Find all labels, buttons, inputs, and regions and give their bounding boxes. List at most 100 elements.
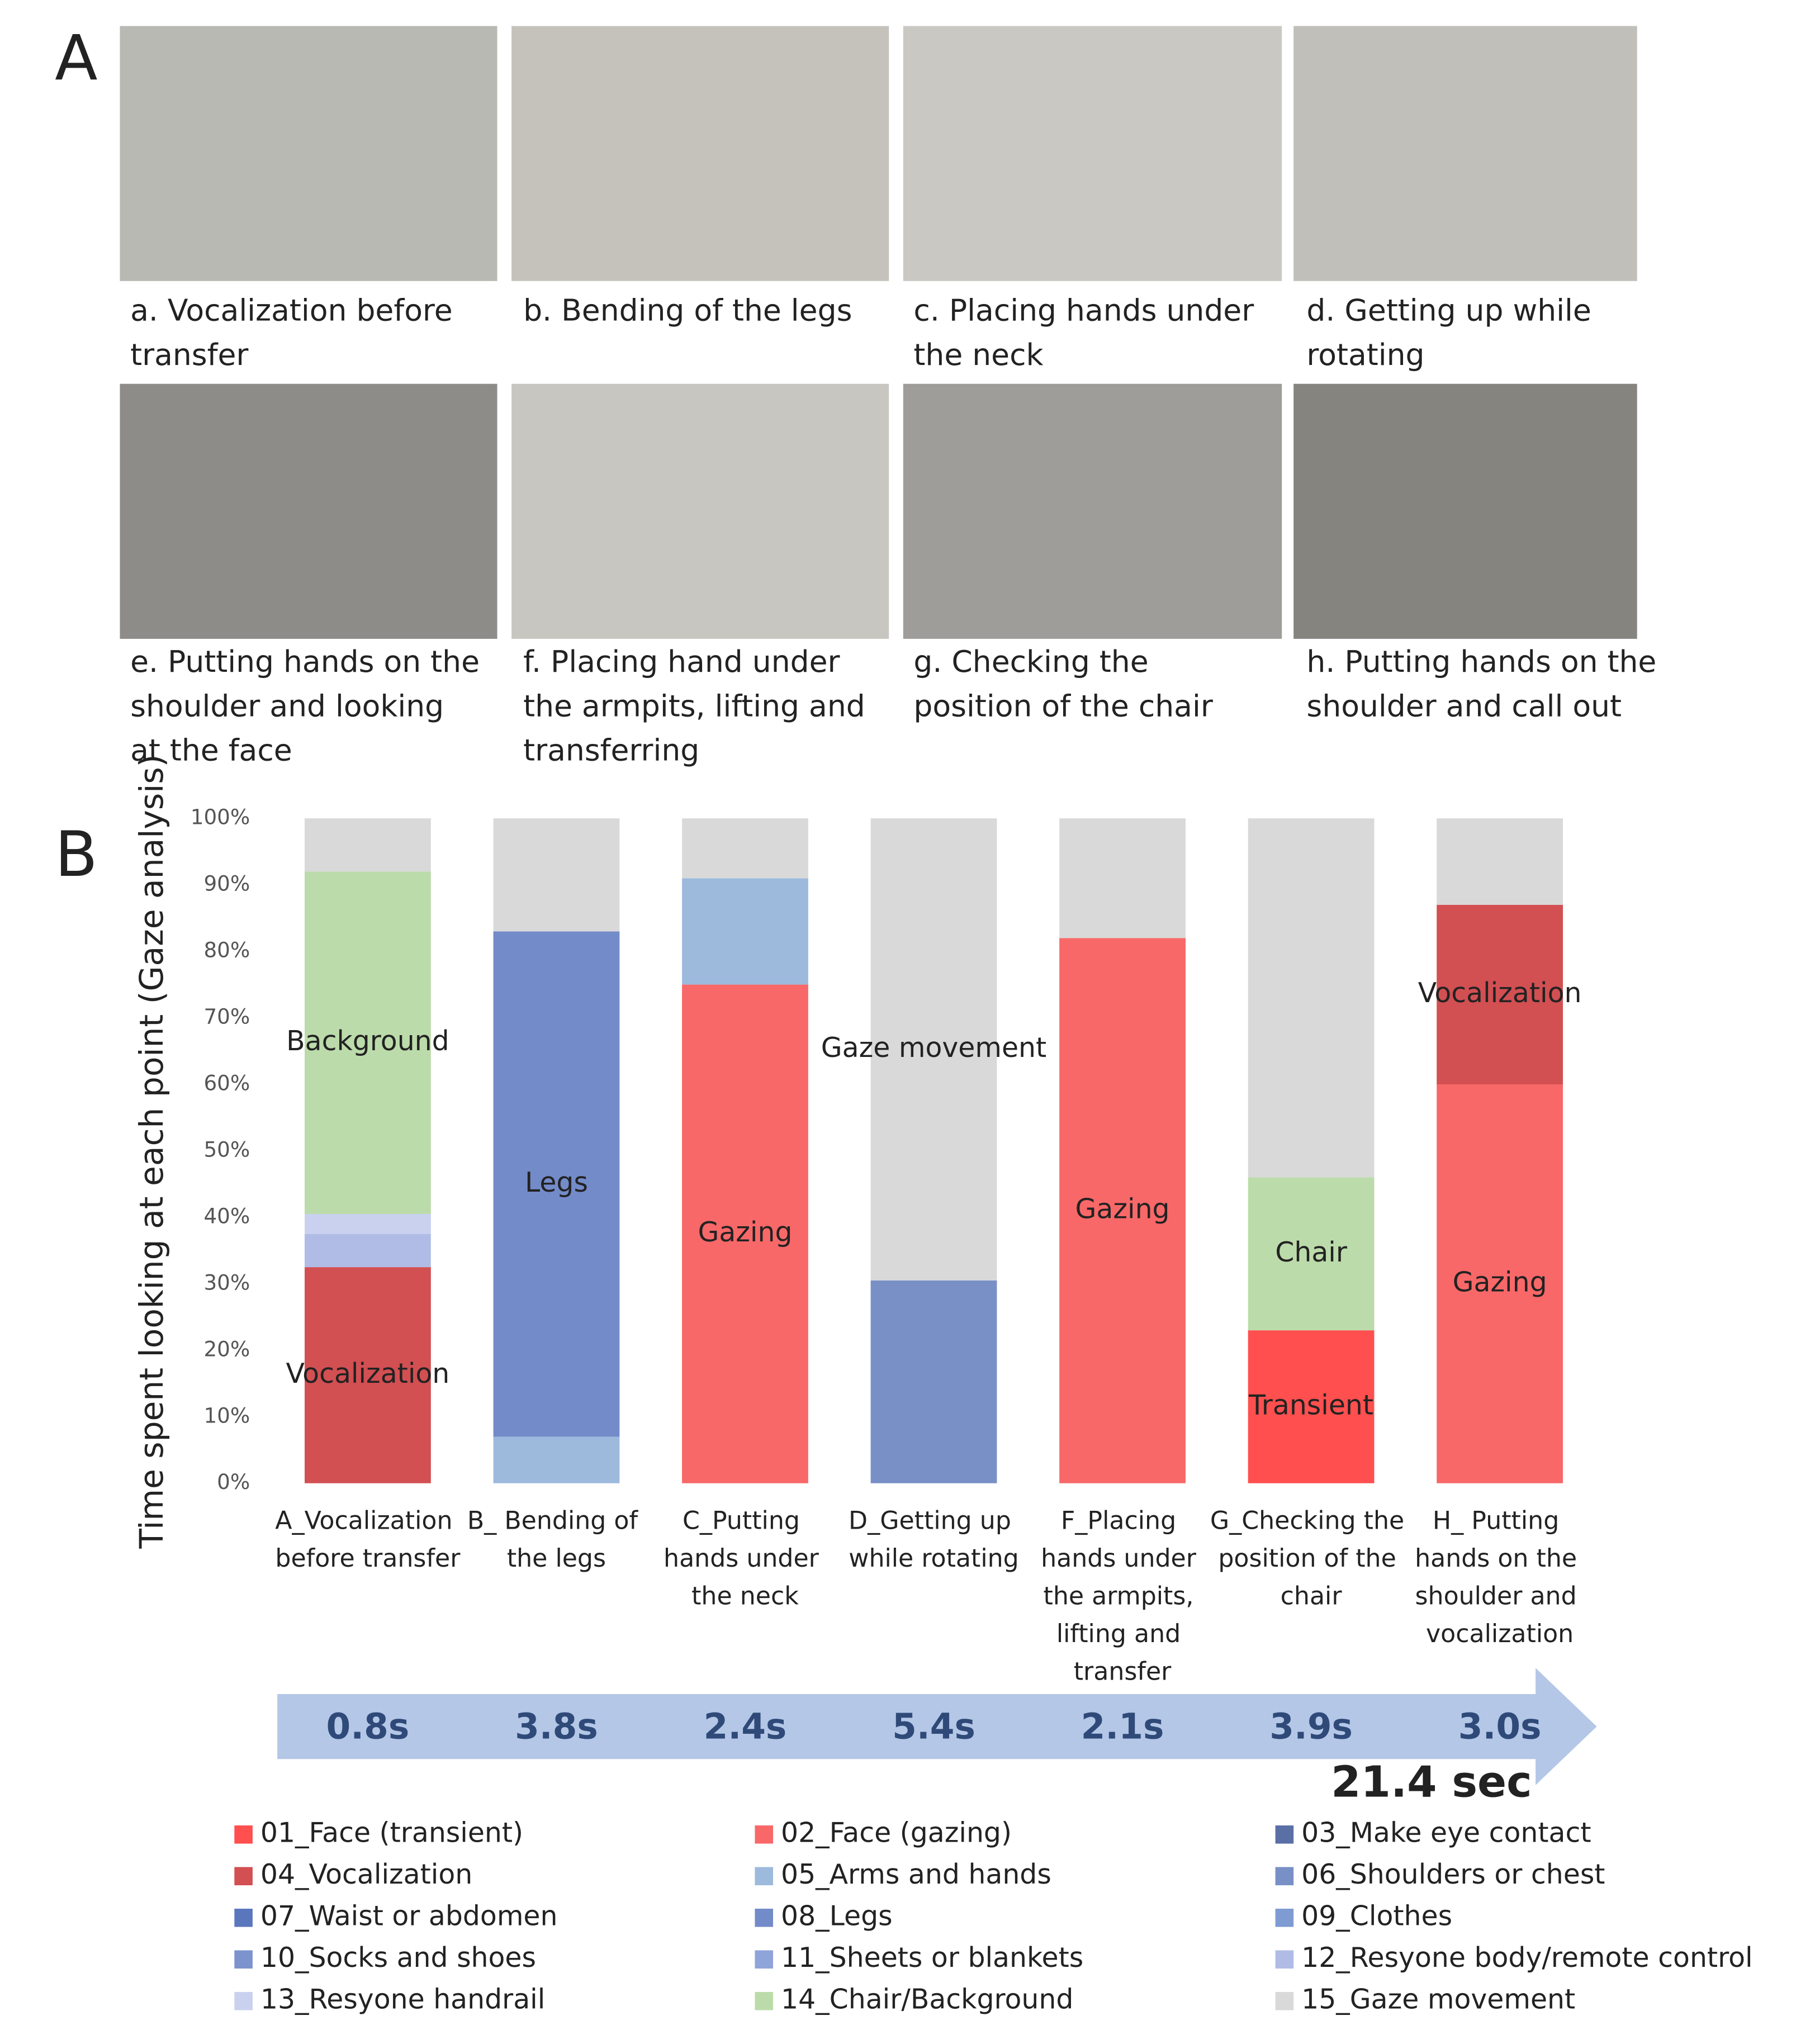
segment-label: Vocalization: [286, 1358, 450, 1389]
bar-segment: [493, 818, 620, 932]
bar-segment: [1059, 938, 1186, 1483]
legend-swatch: [1275, 1950, 1294, 1969]
legend-label: 10_Socks and shoes: [260, 1942, 536, 1974]
duration-label: 3.8s: [515, 1706, 598, 1747]
legend-swatch: [755, 1825, 774, 1844]
y-tick-label: 90%: [203, 871, 250, 896]
bar-segment: [305, 1267, 431, 1483]
bar-segment: [870, 818, 997, 1281]
photo: [120, 26, 497, 281]
legend-label: 05_Arms and hands: [781, 1858, 1051, 1890]
legend-label: 12_Resyone body/remote control: [1301, 1942, 1752, 1974]
bar-segment: [1248, 818, 1375, 1178]
x-tick-label: F_Placing hands under the armpits, lifti…: [1041, 1507, 1204, 1686]
photo-caption: a. Vocalization before transfer: [130, 292, 462, 372]
y-tick-label: 40%: [203, 1203, 250, 1228]
legend-swatch: [234, 1867, 253, 1886]
legend-swatch: [234, 1991, 253, 2010]
duration-label: 3.0s: [1458, 1706, 1542, 1747]
legend-swatch: [234, 1950, 253, 1969]
x-tick-label: H_ Putting hands on the shoulder and voc…: [1415, 1507, 1585, 1649]
x-tick-label: C_Putting hands under the neck: [664, 1507, 827, 1611]
legend-label: 08_Legs: [781, 1900, 893, 1932]
photo-caption: g. Checking the position of the chair: [913, 644, 1212, 723]
segment-label: Gazing: [1453, 1266, 1547, 1298]
total-duration: 21.4 sec: [1331, 1758, 1532, 1808]
photo: [120, 383, 497, 639]
bar-segment: [682, 984, 808, 1483]
legend-swatch: [755, 1950, 774, 1969]
y-tick-label: 20%: [203, 1336, 250, 1361]
legend-swatch: [755, 1991, 774, 2010]
legend-label: 14_Chair/Background: [781, 1984, 1073, 2015]
x-tick-label: B_ Bending of the legs: [467, 1507, 646, 1573]
panel-label: B: [55, 818, 98, 891]
legend-label: 07_Waist or abdomen: [260, 1900, 558, 1932]
segment-label: Transient: [1248, 1389, 1373, 1421]
legend-swatch: [1275, 1908, 1294, 1927]
legend-label: 02_Face (gazing): [781, 1817, 1012, 1849]
bar-segment: [1437, 904, 1563, 1085]
segment-label: Gazing: [698, 1216, 792, 1248]
duration-label: 2.4s: [704, 1706, 787, 1747]
y-tick-label: 10%: [203, 1403, 250, 1428]
y-tick-label: 80%: [203, 938, 250, 962]
segment-label: Legs: [525, 1166, 588, 1198]
duration-label: 5.4s: [892, 1706, 975, 1747]
photo: [1293, 26, 1637, 281]
legend-label: 06_Shoulders or chest: [1301, 1858, 1605, 1890]
y-tick-label: 30%: [203, 1270, 250, 1294]
time-arrow: [277, 1668, 1597, 1785]
x-tick-label: D_Getting up while rotating: [849, 1507, 1019, 1573]
photos: [120, 26, 1637, 639]
bar-segment: [682, 818, 808, 879]
y-tick-label: 0%: [217, 1469, 250, 1494]
legend-swatch: [1275, 1991, 1294, 2010]
photo-caption: f. Placing hand under the armpits, lifti…: [523, 644, 875, 767]
bar-segment: [493, 931, 620, 1437]
legend-label: 04_Vocalization: [260, 1858, 472, 1890]
photo: [511, 26, 889, 281]
legend-label: 13_Resyone handrail: [260, 1984, 545, 2015]
panel-label: A: [55, 22, 97, 95]
segment-label: Gazing: [1075, 1193, 1170, 1225]
bar-segment: [1248, 1177, 1375, 1331]
photo: [903, 26, 1282, 281]
legend-label: 11_Sheets or blankets: [781, 1942, 1083, 1974]
photo: [903, 383, 1282, 639]
y-tick-label: 60%: [203, 1071, 250, 1095]
x-tick-label: G_Checking the position of the chair: [1210, 1507, 1412, 1611]
photo-caption: b. Bending of the legs: [523, 292, 852, 328]
photo-caption: e. Putting hands on the shoulder and loo…: [130, 644, 489, 767]
bar-segment: [1248, 1330, 1375, 1483]
segment-label: Vocalization: [1418, 977, 1582, 1009]
segment-label: Background: [286, 1025, 449, 1057]
photo: [511, 383, 889, 639]
photo-caption: c. Placing hands under the neck: [913, 292, 1263, 372]
segment-label: Chair: [1275, 1236, 1348, 1268]
legend-swatch: [755, 1867, 774, 1886]
bar-segment: [1059, 818, 1186, 938]
bar-segment: [1437, 1084, 1563, 1483]
legend-swatch: [234, 1825, 253, 1844]
photo-caption: d. Getting up while rotating: [1306, 292, 1600, 372]
bar-segment: [305, 871, 431, 1214]
y-tick-label: 70%: [203, 1004, 250, 1029]
legend-label: 09_Clothes: [1301, 1900, 1452, 1932]
bar-segment: [870, 1280, 997, 1483]
bar-segment: [305, 1234, 431, 1268]
bar-segment: [305, 1213, 431, 1234]
duration-label: 2.1s: [1081, 1706, 1164, 1747]
legend-swatch: [234, 1908, 253, 1927]
photo: [1293, 383, 1637, 639]
legend-swatch: [1275, 1867, 1294, 1886]
legend-swatch: [1275, 1825, 1294, 1844]
legend-label: 03_Make eye contact: [1301, 1817, 1591, 1849]
bar-segment: [1437, 818, 1563, 905]
legend-label: 01_Face (transient): [260, 1817, 523, 1849]
bar-segment: [305, 818, 431, 872]
legend-swatch: [755, 1908, 774, 1927]
x-tick-label: A_Vocalization before transfer: [275, 1507, 461, 1573]
y-axis-label: Time spent looking at each point (Gaze a…: [132, 755, 170, 1549]
